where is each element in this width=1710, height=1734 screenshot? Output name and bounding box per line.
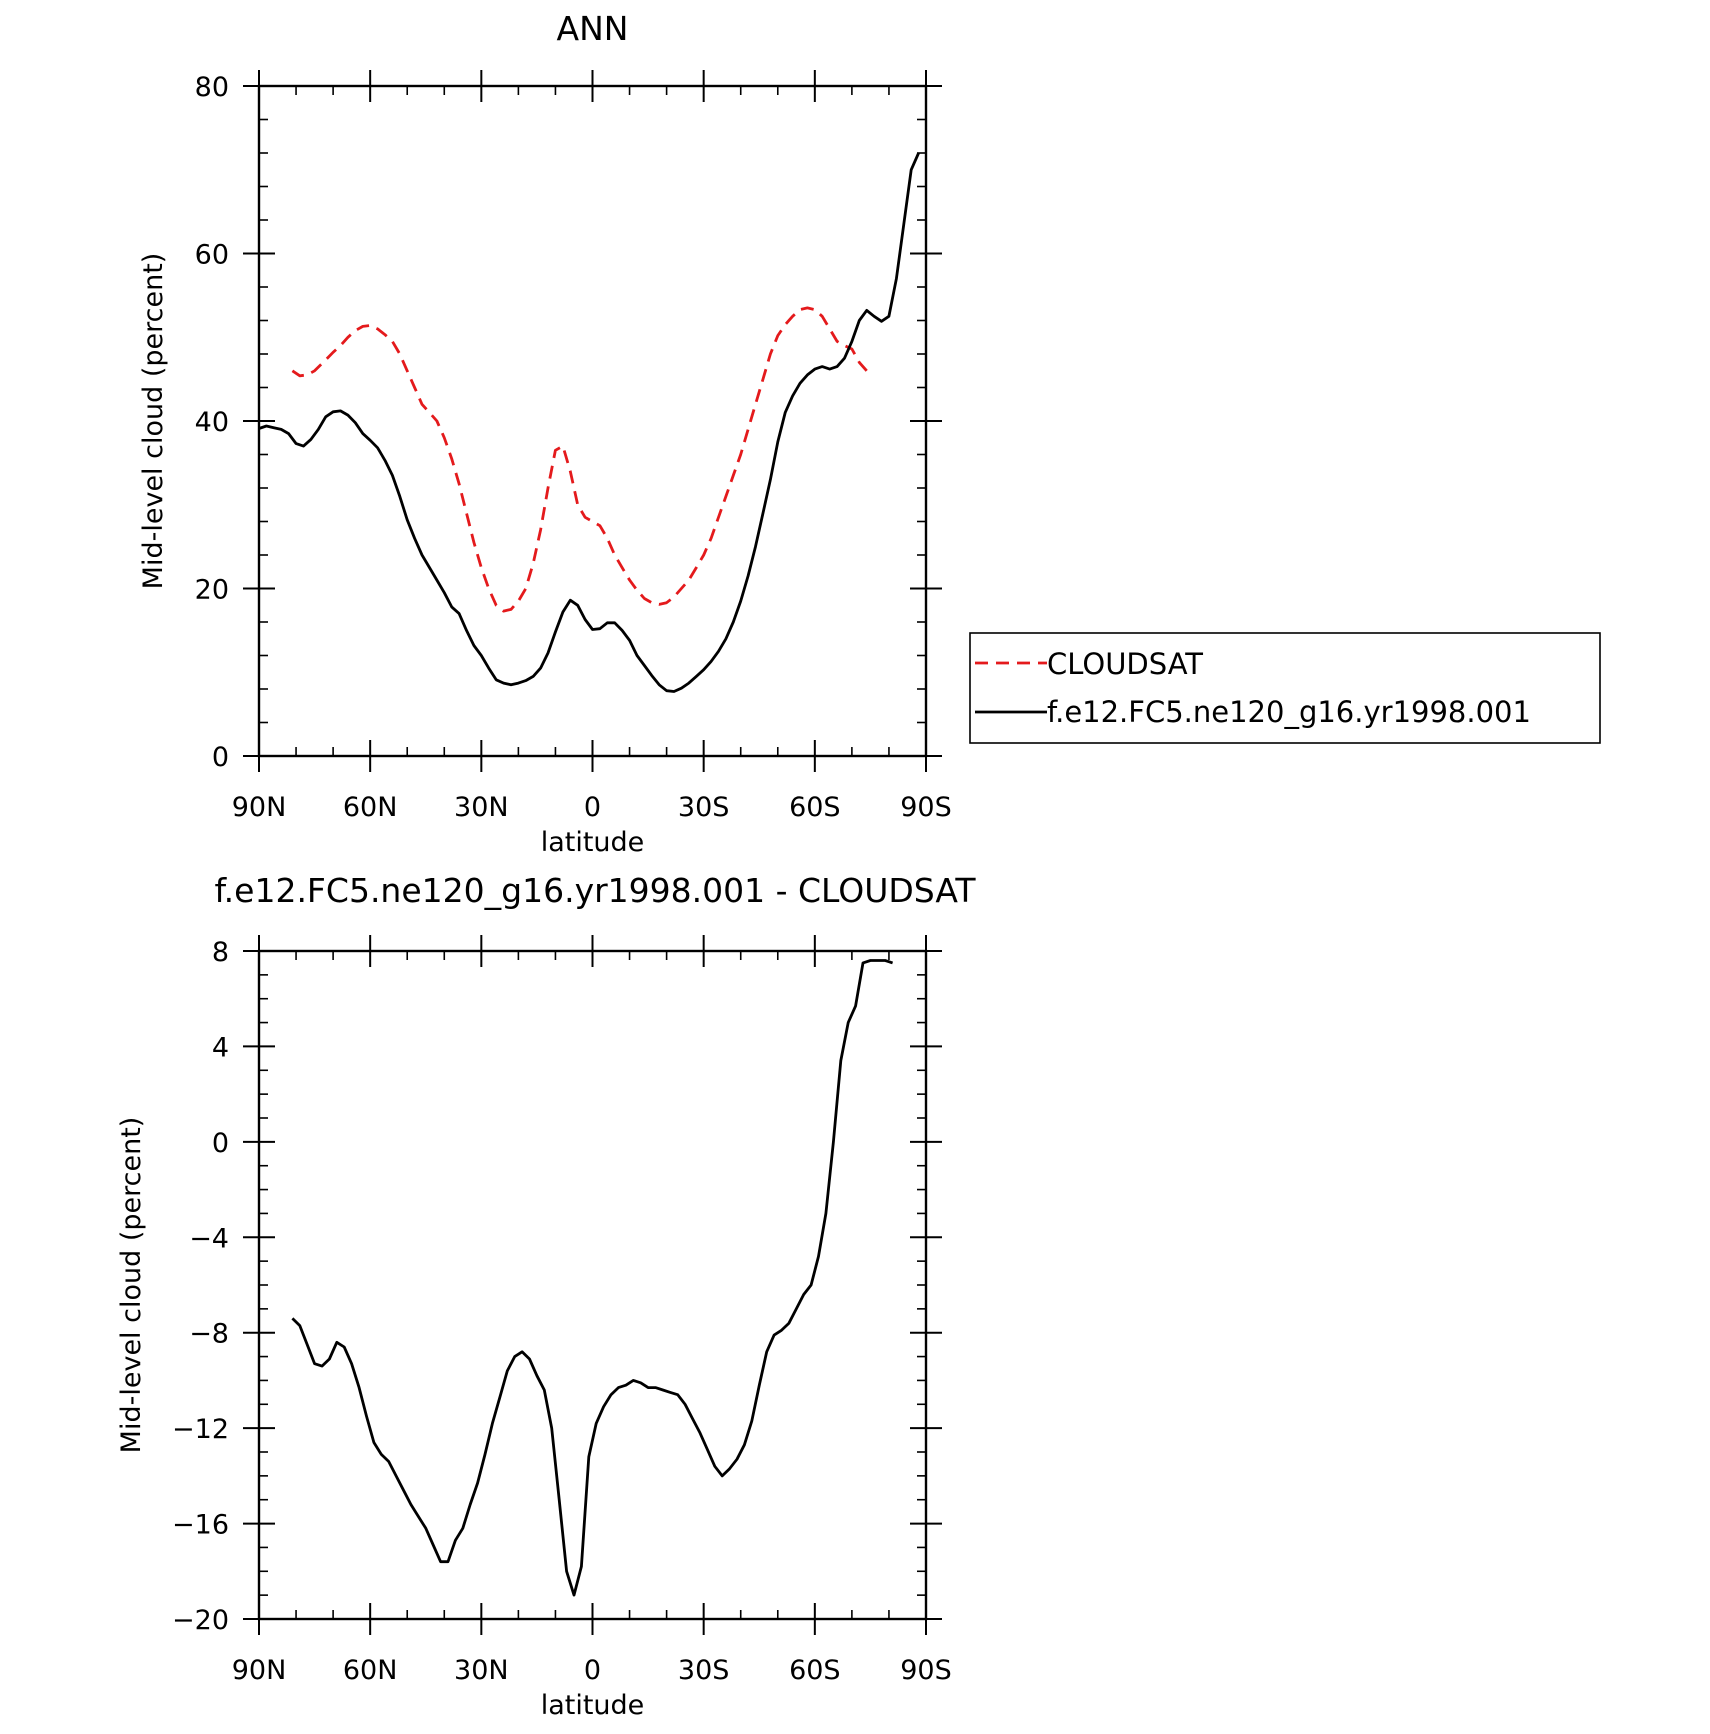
legend: CLOUDSAT f.e12.FC5.ne120_g16.yr1998.001 [969, 632, 1601, 744]
x-tick-label: 30N [454, 1655, 509, 1686]
y-tick-label: −4 [189, 1223, 229, 1254]
chart-title: ANN [557, 9, 629, 48]
x-tick-label: 90N [232, 792, 287, 823]
x-tick-label: 60S [789, 1655, 841, 1686]
y-tick-label: 20 [195, 575, 229, 606]
y-tick-label: 60 [195, 240, 229, 271]
x-tick-label: 60S [789, 792, 841, 823]
x-tick-label: 30N [454, 792, 509, 823]
y-tick-label: −20 [172, 1605, 229, 1636]
y-tick-label: 8 [212, 937, 229, 968]
plot-frame [257, 949, 928, 1621]
y-tick-label: 80 [195, 72, 229, 103]
x-tick-label: 90S [900, 1655, 952, 1686]
y-tick-label: 0 [212, 742, 229, 773]
legend-box [969, 632, 1601, 744]
series-line-0 [291, 306, 868, 613]
legend-label-model: f.e12.FC5.ne120_g16.yr1998.001 [1047, 695, 1531, 729]
x-tick-label: 90S [900, 792, 952, 823]
y-tick-label: 4 [212, 1032, 229, 1063]
chart-title: f.e12.FC5.ne120_g16.yr1998.001 - CLOUDSA… [214, 871, 976, 910]
x-tick-label: 30S [678, 792, 730, 823]
y-tick-label: 40 [195, 407, 229, 438]
x-tick-label: 30S [678, 1655, 730, 1686]
x-tick-label: 0 [584, 1655, 601, 1686]
series-line-1 [258, 152, 920, 693]
plot-frame [257, 84, 928, 758]
y-tick-label: −12 [172, 1414, 229, 1445]
top-panel: ANN 0 20 40 60 80 90N 60N 30N 0 30S 60S 90S latitude M… [138, 9, 952, 858]
legend-label-cloudsat: CLOUDSAT [1047, 647, 1203, 681]
series-line-0 [291, 959, 894, 1597]
y-tick-label: −16 [172, 1510, 229, 1541]
y-tick-label: 0 [212, 1128, 229, 1159]
x-tick-label: 90N [232, 1655, 287, 1686]
x-axis-label: latitude [541, 827, 645, 858]
y-tick-label: −8 [189, 1319, 229, 1350]
x-tick-label: 60N [343, 1655, 398, 1686]
y-axis-label: Mid-level cloud (percent) [138, 253, 169, 590]
bottom-panel: f.e12.FC5.ne120_g16.yr1998.001 - CLOUDSA… [116, 871, 976, 1721]
x-axis-label: latitude [541, 1690, 645, 1721]
x-tick-label: 60N [343, 792, 398, 823]
y-axis-label: Mid-level cloud (percent) [116, 1117, 147, 1454]
x-tick-label: 0 [584, 792, 601, 823]
